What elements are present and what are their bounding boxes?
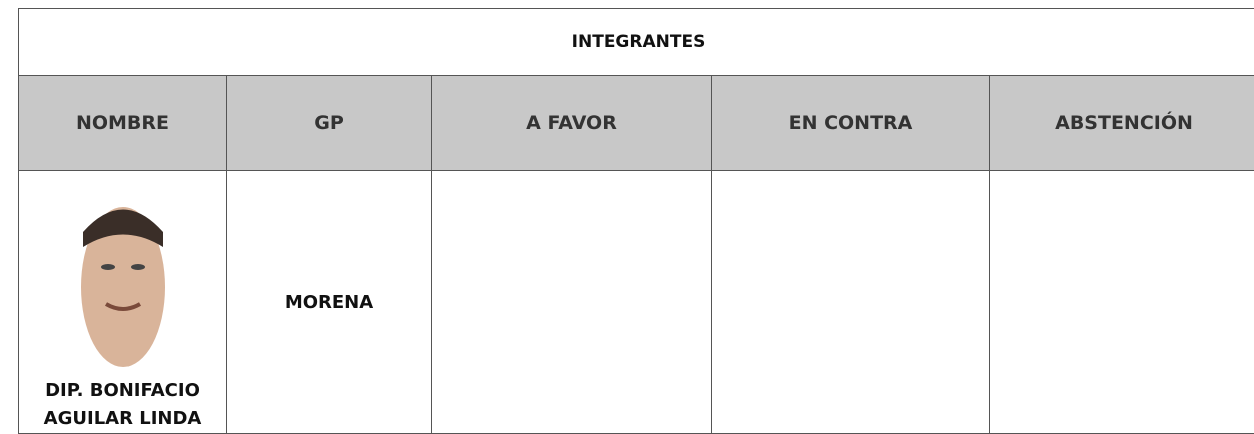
column-header: NOMBRE	[19, 76, 227, 171]
member-name: DIP. BONIFACIO AGUILAR LINDA	[19, 377, 226, 433]
member-cell: DIP. BONIFACIO AGUILAR LINDA	[19, 171, 227, 434]
vote-cell: MORENA	[227, 171, 432, 434]
column-header: EN CONTRA	[712, 76, 990, 171]
vote-cell	[432, 171, 712, 434]
column-header: ABSTENCIÓN	[990, 76, 1254, 171]
vote-cell	[712, 171, 990, 434]
vote-cell	[990, 171, 1254, 434]
column-header: GP	[227, 76, 432, 171]
table-title: INTEGRANTES	[19, 9, 1254, 76]
member-photo	[68, 192, 178, 372]
column-header: A FAVOR	[432, 76, 712, 171]
